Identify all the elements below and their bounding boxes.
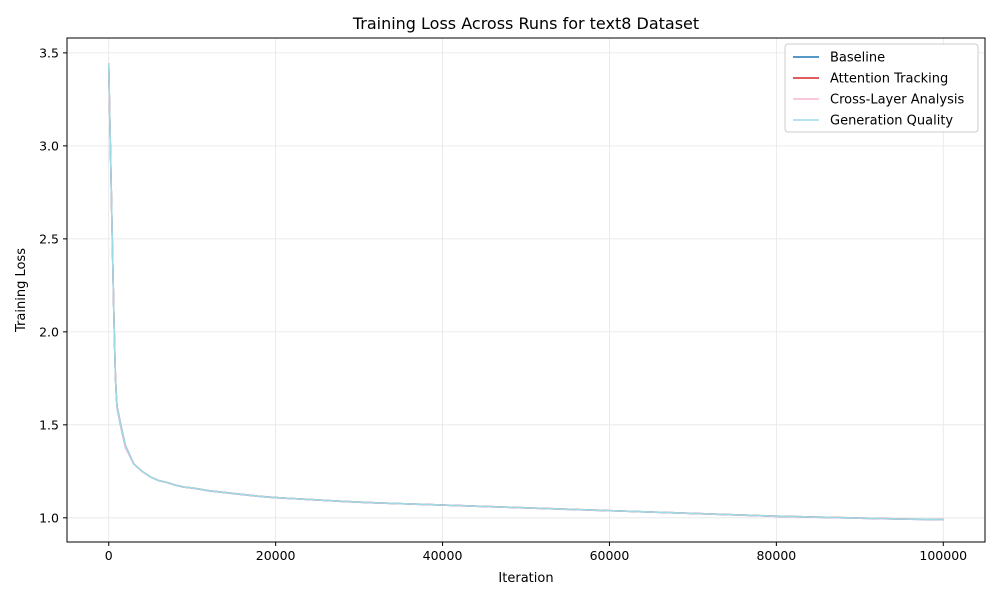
x-tick-label: 80000 — [756, 548, 796, 563]
y-axis-ticks: 1.0 1.5 2.0 2.5 3.0 3.5 — [39, 45, 67, 525]
legend-label-cross-layer-analysis: Cross-Layer Analysis — [830, 93, 964, 108]
legend: Baseline Attention Tracking Cross-Layer An… — [784, 43, 979, 133]
y-tick-label: 1.0 — [39, 510, 59, 525]
x-axis-label: Iteration — [498, 571, 553, 586]
y-axis-label: Training Loss — [14, 248, 29, 333]
legend-box — [784, 43, 979, 133]
y-tick-label: 2.0 — [39, 324, 59, 339]
y-tick-label: 2.5 — [39, 231, 59, 246]
x-tick-label: 0 — [105, 548, 113, 563]
x-axis-ticks: 0 20000 40000 60000 80000 100000 — [105, 542, 967, 563]
legend-label-baseline: Baseline — [830, 51, 885, 66]
legend-label-attention-tracking: Attention Tracking — [830, 72, 948, 87]
series-line-generation-quality — [107, 63, 945, 521]
chart-title: Training Loss Across Runs for text8 Data… — [352, 14, 699, 33]
x-tick-label: 40000 — [423, 548, 463, 563]
y-tick-label: 1.5 — [39, 417, 59, 432]
plot-frame — [66, 37, 986, 543]
x-tick-label: 20000 — [256, 548, 296, 563]
legend-label-generation-quality: Generation Quality — [830, 114, 953, 129]
y-tick-label: 3.0 — [39, 138, 59, 153]
series-lines — [107, 63, 945, 521]
y-tick-label: 3.5 — [39, 45, 59, 60]
x-tick-label: 100000 — [919, 548, 967, 563]
x-tick-label: 60000 — [590, 548, 630, 563]
